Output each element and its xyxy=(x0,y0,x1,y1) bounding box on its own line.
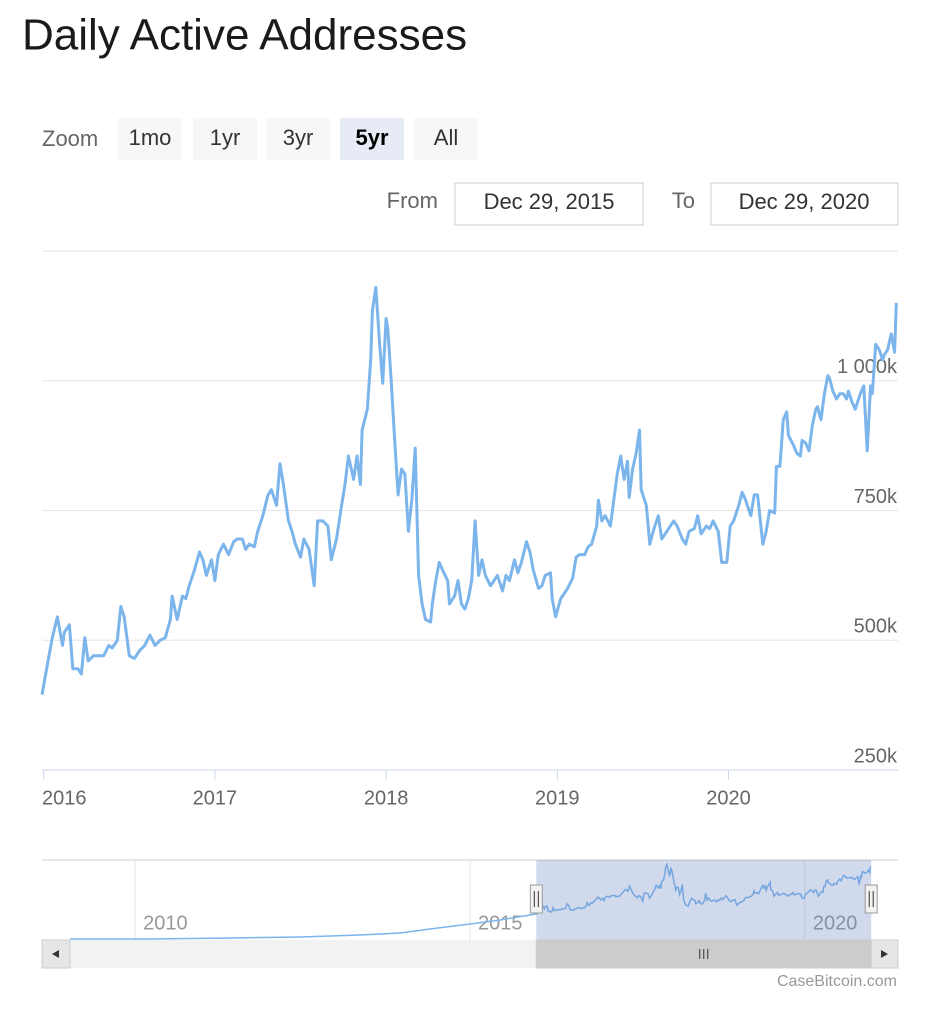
zoom-button[interactable] xyxy=(118,118,182,160)
zoom-button[interactable] xyxy=(340,118,404,160)
to-value: Dec 29, 2020 xyxy=(739,189,870,214)
to-input[interactable] xyxy=(710,182,899,226)
y-tick-label: 1 000k xyxy=(837,356,898,378)
zoom-button-label: All xyxy=(434,125,458,150)
navigator-handle[interactable] xyxy=(864,884,878,914)
zoom-button-label: 1yr xyxy=(210,125,241,150)
navigator-handle[interactable] xyxy=(529,884,543,914)
zoom-button[interactable] xyxy=(193,118,257,160)
zoom-button[interactable] xyxy=(414,118,478,160)
arrow-right xyxy=(881,950,888,958)
from-value: Dec 29, 2015 xyxy=(484,189,615,214)
zoom-button[interactable] xyxy=(266,118,330,160)
from-label: From xyxy=(387,188,438,213)
zoom-button-label: 1mo xyxy=(129,125,172,150)
page-title: Daily Active Addresses xyxy=(22,11,467,60)
credit[interactable]: CaseBitcoin.com xyxy=(777,973,897,990)
navigator-tick-label: 2010 xyxy=(143,912,188,934)
zoom-label: Zoom xyxy=(42,126,98,151)
zoom-button-label: 5yr xyxy=(355,125,388,150)
navigator-tick-label: 2015 xyxy=(478,912,523,934)
arrow-left xyxy=(52,950,59,958)
navigator-line xyxy=(535,862,872,916)
x-tick-label: 2016 xyxy=(42,787,87,809)
to-label: To xyxy=(672,188,695,213)
navigator-tick-label: 2020 xyxy=(813,912,858,934)
y-tick-label: 500k xyxy=(854,616,898,638)
x-tick-label: 2019 xyxy=(535,787,580,809)
navigator-mask xyxy=(536,860,872,940)
x-tick-label: 2018 xyxy=(364,787,409,809)
zoom-button-label: 3yr xyxy=(283,125,314,150)
from-input[interactable] xyxy=(454,182,644,226)
data-line xyxy=(40,285,898,695)
y-tick-label: 750k xyxy=(854,486,898,508)
y-tick-label: 250k xyxy=(854,745,898,767)
x-tick-label: 2020 xyxy=(706,787,751,809)
navigator-history-line xyxy=(70,913,537,940)
x-tick-label: 2017 xyxy=(193,787,238,809)
